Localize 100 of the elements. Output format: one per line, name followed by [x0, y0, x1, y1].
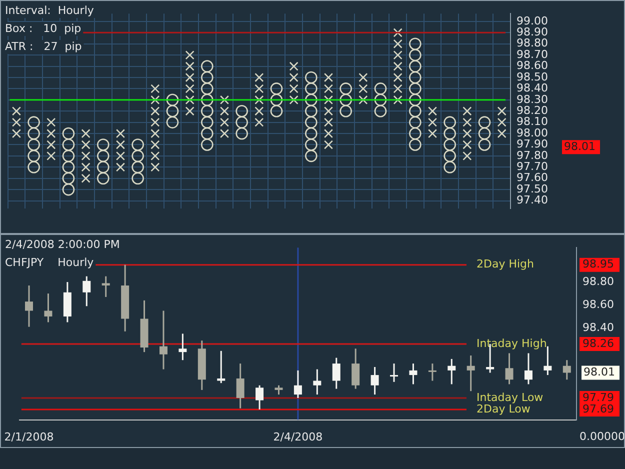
point [12, 128, 22, 138]
y-tick-label: 97.60 [516, 171, 548, 184]
point [462, 151, 472, 160]
point [150, 151, 160, 160]
point [220, 118, 230, 127]
point [289, 84, 298, 94]
point [444, 150, 456, 162]
point [28, 160, 40, 174]
point [305, 150, 318, 162]
y-tick-label: 98.30 [516, 92, 548, 106]
point [374, 82, 387, 95]
point [393, 39, 402, 48]
point [409, 94, 422, 106]
point [62, 127, 75, 140]
point [12, 106, 22, 116]
point [166, 116, 179, 128]
point [324, 128, 334, 138]
candlestick [390, 362, 398, 383]
point [185, 72, 194, 82]
candlestick [217, 350, 226, 384]
candlestick [409, 362, 418, 385]
point [150, 140, 160, 150]
annotation: CHFJPY Hourly [5, 256, 94, 269]
point [409, 60, 422, 72]
point [462, 128, 472, 138]
point [358, 95, 368, 104]
ref-line-label: Intaday High [476, 336, 547, 350]
point [462, 140, 472, 150]
point [444, 127, 456, 140]
point [236, 127, 248, 140]
point [96, 172, 110, 184]
point [340, 82, 352, 95]
point [12, 118, 22, 127]
point [478, 138, 491, 151]
candlestick [562, 359, 571, 380]
y-tick-label: 97.50 [516, 182, 548, 196]
candlestick [159, 310, 168, 370]
point [62, 172, 75, 184]
point [393, 95, 402, 104]
candlestick [428, 362, 436, 382]
y-tick-label: 98.90 [516, 26, 548, 39]
point [185, 84, 194, 94]
point [270, 104, 283, 118]
point [409, 48, 422, 62]
point [150, 95, 160, 104]
point [497, 118, 506, 127]
point [324, 118, 334, 127]
point [166, 104, 179, 118]
point [289, 95, 298, 104]
point [305, 82, 318, 95]
point [201, 104, 214, 118]
candlestick [524, 352, 532, 385]
y-tick-label: 97.69 [582, 402, 614, 416]
point [132, 138, 144, 151]
candlestick [256, 384, 264, 410]
point [150, 106, 160, 116]
y-tick-label: 99.00 [516, 14, 548, 28]
point [324, 106, 334, 116]
point [340, 94, 352, 106]
point [28, 116, 40, 128]
ref-line-label: Intaday Low [476, 390, 544, 404]
point [409, 104, 422, 118]
annotation: Interval: Hourly [5, 4, 94, 17]
point [116, 151, 126, 160]
y-tick-label: 98.60 [582, 298, 614, 311]
point [305, 116, 318, 128]
point [478, 116, 491, 128]
candlestick [332, 357, 340, 390]
point [409, 38, 422, 50]
candlestick [236, 362, 244, 410]
y-tick-label: 97.70 [516, 160, 548, 173]
candlestick [274, 384, 283, 396]
point [444, 116, 456, 128]
point [28, 150, 40, 162]
y-tick-label: 97.90 [516, 138, 548, 151]
candlestick [505, 352, 514, 385]
candlestick [44, 292, 52, 323]
point [132, 172, 144, 184]
y-tick-label: 97.80 [516, 148, 548, 162]
y-tick-label: 98.60 [516, 59, 548, 72]
y-tick-label: 97.79 [582, 390, 614, 404]
candlestick [466, 354, 475, 392]
point [393, 28, 402, 38]
point [374, 94, 387, 106]
candlestick [313, 368, 322, 396]
candlestick [294, 370, 302, 399]
ref-line-label: 2Day Low [476, 402, 530, 416]
point [393, 84, 402, 94]
text: 98.01 [584, 366, 616, 379]
point [96, 150, 110, 162]
point [62, 160, 75, 174]
point [96, 138, 110, 151]
point [305, 94, 318, 106]
point [220, 106, 230, 116]
candlestick [102, 276, 110, 298]
point [150, 118, 160, 127]
point [393, 62, 402, 71]
annotation: ATR : 27 pip [5, 40, 82, 53]
y-tick-label: 97.40 [516, 194, 548, 207]
point [201, 82, 214, 95]
